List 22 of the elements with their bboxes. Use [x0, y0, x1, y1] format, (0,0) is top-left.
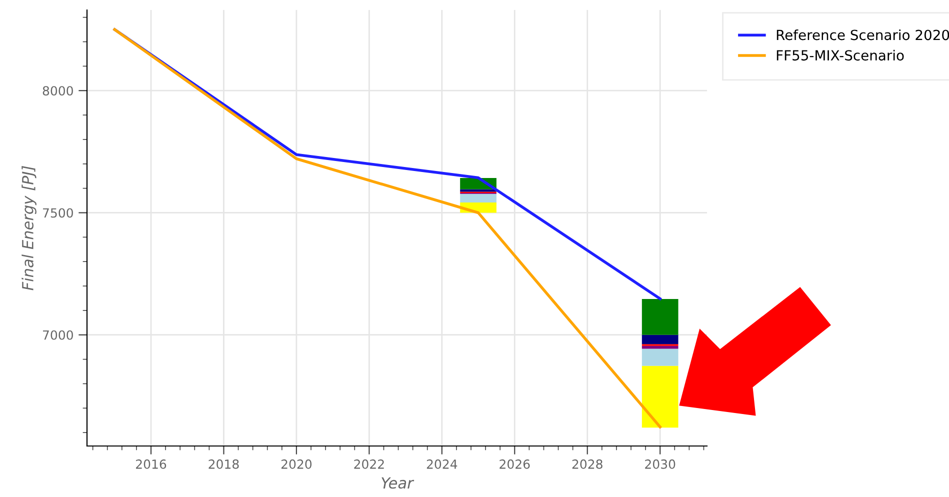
y-tick-label: 8000 — [42, 86, 73, 96]
x-tick-label: 2022 — [354, 459, 384, 469]
x-tick-label: 2030 — [645, 459, 676, 469]
line-series — [113, 28, 662, 428]
x-tick-label: 2020 — [281, 459, 312, 469]
x-tick-label: 2026 — [500, 459, 530, 469]
x-axis-title: Year — [382, 477, 414, 489]
y-tick-label: 7000 — [43, 330, 73, 340]
legend-label: FF55-MIX-Scenario — [776, 50, 904, 61]
bar — [642, 366, 678, 428]
x-tick-label: 2018 — [208, 459, 239, 469]
bar — [460, 194, 496, 202]
bar — [642, 346, 678, 349]
x-tick-label: 2024 — [426, 459, 458, 469]
legend-label: Reference Scenario 2020 — [776, 29, 949, 40]
bar — [642, 298, 678, 335]
y-tick-label: 7500 — [43, 208, 73, 218]
bar — [642, 348, 678, 366]
bar — [642, 334, 678, 344]
y-axis-title: Final Energy [PJ] — [22, 166, 36, 290]
x-tick-label: 2028 — [572, 459, 602, 469]
x-tick-label: 2016 — [136, 459, 166, 469]
